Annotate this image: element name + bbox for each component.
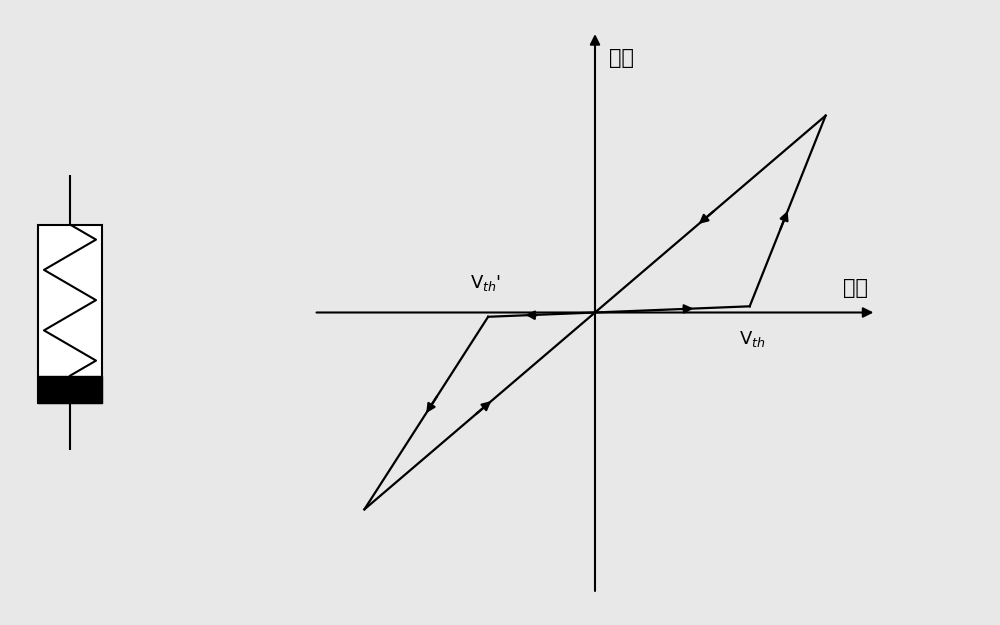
Bar: [38, 376, 102, 403]
Bar: [38, 224, 102, 403]
Text: V$_{th}$: V$_{th}$: [739, 329, 766, 349]
Text: 电流: 电流: [609, 48, 634, 68]
Text: V$_{th}$': V$_{th}$': [470, 272, 501, 292]
Text: 电压: 电压: [843, 279, 868, 298]
